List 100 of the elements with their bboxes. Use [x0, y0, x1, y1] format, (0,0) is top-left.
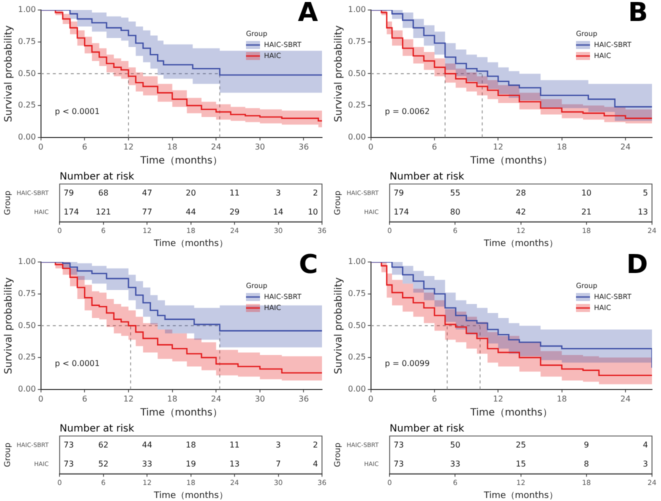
x-tick-label: 12	[493, 142, 504, 152]
data-label: 7	[276, 459, 281, 468]
x-tick-label: 0	[38, 394, 44, 404]
data-label: 3	[276, 440, 281, 450]
data-label: 44	[186, 207, 196, 216]
x-tick-label: 24	[211, 394, 222, 404]
y-tick-label: 0.00	[348, 132, 366, 142]
x-tick-label: 6	[432, 142, 438, 152]
x-tick-label: 12	[123, 394, 134, 404]
x-tick-label: 18	[167, 142, 178, 152]
y-tick-label: 0.50	[18, 320, 36, 330]
data-label: 2	[312, 440, 318, 450]
x-axis-title: Time（months）	[482, 490, 558, 501]
annotation: p < 0.0001	[54, 107, 100, 116]
data-label: 15	[516, 459, 526, 468]
data-label: 73	[64, 440, 74, 450]
data-label: 62	[98, 440, 108, 450]
data-label: 73	[64, 459, 74, 468]
y-tick-label: 1.00	[348, 257, 366, 266]
data-label: 77	[142, 207, 152, 216]
y-axis-title: Group	[332, 190, 342, 216]
y-axis-title: Survival probability	[334, 25, 345, 122]
data-label: 47	[142, 188, 152, 198]
x-tick-label: 0	[368, 142, 374, 152]
data-label: 29	[229, 207, 240, 216]
data-label: 4	[642, 440, 648, 450]
y-axis-title: Survival probability	[4, 277, 15, 374]
x-tick-label: 36	[298, 142, 309, 152]
data-label: 21	[581, 207, 592, 216]
data-label: 79	[64, 188, 74, 198]
data-label: 68	[98, 188, 108, 198]
chart-title: D	[626, 250, 648, 280]
y-axis-title: Survival probability	[334, 277, 345, 374]
x-tick-label: 36	[298, 394, 309, 404]
chart-title: B	[628, 0, 648, 28]
annotation: p < 0.0001	[54, 359, 100, 368]
x-tick-label: 18	[556, 142, 567, 152]
data-label: 4	[312, 459, 318, 468]
x-axis-title: Time（months）	[482, 238, 558, 249]
data-label: 44	[142, 440, 152, 450]
x-tick-label: 6	[82, 142, 88, 152]
x-axis-title: Time（months）	[152, 238, 228, 249]
y-tick-label: 0.50	[18, 68, 36, 78]
x-tick-label: 0	[368, 394, 374, 404]
y-tick-label: 0.75	[348, 288, 366, 298]
data-label: 3	[642, 459, 648, 468]
x-tick-label: 0	[38, 142, 44, 152]
data-label: 10	[308, 207, 318, 216]
data-label: 28	[516, 188, 526, 198]
y-tick-label: 0.25	[18, 352, 36, 362]
x-tick-label: 24	[620, 142, 631, 152]
x-tick-label: 18	[556, 394, 567, 404]
data-label: 14	[273, 207, 284, 216]
data-label: 3	[276, 188, 281, 198]
x-axis-title: Time（months）	[469, 156, 552, 167]
y-tick-label: 1.00	[348, 5, 366, 14]
y-tick-label: 0.50	[348, 68, 366, 78]
y-axis-title: Group	[2, 442, 12, 468]
x-tick-label: 6	[82, 394, 88, 404]
data-label: 20	[186, 188, 196, 198]
data-label: 13	[229, 459, 240, 468]
x-tick-label: 12	[123, 142, 134, 152]
data-label: 33	[142, 459, 152, 468]
chart-title: A	[298, 0, 318, 28]
y-tick-label: 0.75	[348, 36, 366, 46]
data-label: 33	[450, 459, 460, 468]
x-tick-label: 6	[432, 394, 438, 404]
chart-title: Number at risk	[390, 172, 464, 183]
x-tick-label: 24	[211, 142, 222, 152]
data-label: 2	[312, 188, 318, 198]
annotation: p = 0.0062	[384, 107, 430, 116]
x-tick-label: 30	[254, 142, 266, 152]
x-tick-label: 12	[493, 394, 504, 404]
data-label: 25	[516, 440, 526, 450]
y-tick-label: 0.75	[18, 288, 36, 298]
data-label: 5	[642, 188, 648, 198]
data-label: 50	[450, 440, 460, 450]
data-label: 55	[450, 188, 460, 198]
data-label: 42	[516, 207, 526, 216]
data-label: 11	[229, 188, 240, 198]
x-tick-label: 18	[167, 394, 178, 404]
x-axis-title: Time（months）	[139, 408, 222, 419]
y-tick-label: 0.75	[18, 36, 36, 46]
y-tick-label: 0.50	[348, 320, 366, 330]
data-label: 11	[229, 440, 240, 450]
y-axis-title: Group	[2, 190, 12, 216]
x-tick-label: 24	[620, 394, 631, 404]
y-tick-label: 0.25	[18, 100, 36, 110]
y-tick-label: 0.25	[348, 352, 366, 362]
data-label: 13	[638, 207, 648, 216]
x-tick-label: 30	[254, 394, 266, 404]
chart-title: C	[298, 250, 318, 280]
annotation: p = 0.0099	[384, 359, 430, 368]
data-label: 18	[186, 440, 196, 450]
data-label: 52	[98, 459, 108, 468]
y-tick-label: 0.00	[348, 384, 366, 394]
data-label: 19	[186, 459, 196, 468]
y-tick-label: 1.00	[18, 257, 36, 266]
data-label: 73	[394, 440, 404, 450]
data-label: 174	[64, 207, 79, 216]
